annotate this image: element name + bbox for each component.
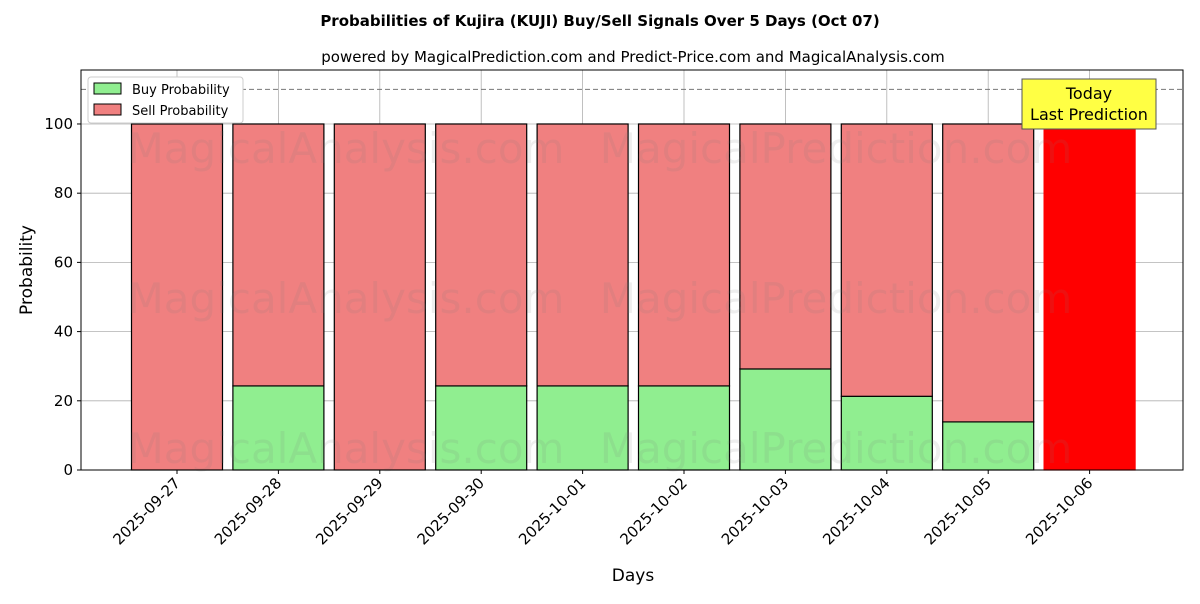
y-axis-label: Probability <box>17 225 37 315</box>
watermark: MagicalPrediction.com <box>600 424 1073 473</box>
watermark: MagicalAnalysis.com <box>128 274 565 323</box>
buy-bar <box>435 385 528 471</box>
x-tick-label: 2025-10-03 <box>718 474 792 548</box>
annotation-today: Today <box>1065 84 1112 103</box>
watermark: MagicalAnalysis.com <box>128 124 565 173</box>
chart-title: Probabilities of Kujira (KUJI) Buy/Sell … <box>320 12 879 30</box>
x-tick-label: 2025-10-05 <box>921 474 995 548</box>
y-tick-label: 100 <box>44 115 73 133</box>
x-tick-label: 2025-10-06 <box>1022 474 1096 548</box>
sell-bar <box>435 123 528 387</box>
y-tick-label: 40 <box>54 323 73 341</box>
sell-bar <box>536 123 629 387</box>
sell-bar <box>130 123 224 471</box>
legend-label-buy: Buy Probability <box>132 83 230 98</box>
y-tick-label: 60 <box>54 253 73 271</box>
sell-bar <box>840 123 933 397</box>
legend-label-sell: Sell Probability <box>132 104 229 119</box>
watermark: MagicalAnalysis.com <box>128 424 565 473</box>
x-tick-label: 2025-10-01 <box>515 474 589 548</box>
x-tick-label: 2025-10-02 <box>616 474 690 548</box>
sell-bar <box>942 123 1035 423</box>
buy-bar <box>840 395 933 471</box>
sell-bar-today <box>1043 123 1136 471</box>
x-tick-label: 2025-09-27 <box>109 474 183 548</box>
legend: Buy Probability Sell Probability <box>87 76 244 124</box>
y-tick-label: 20 <box>54 392 73 410</box>
buy-bar <box>637 385 731 471</box>
buy-bar <box>942 421 1035 471</box>
x-tick-label: 2025-09-28 <box>211 474 285 548</box>
annotation-last-prediction: Last Prediction <box>1030 105 1148 124</box>
x-tick-label: 2025-09-29 <box>312 474 386 548</box>
buy-bar <box>739 368 832 471</box>
legend-swatch-buy <box>93 82 122 95</box>
watermark: MagicalPrediction.com <box>600 274 1073 323</box>
y-tick-label: 0 <box>63 461 73 479</box>
chart-subtitle: powered by MagicalPrediction.com and Pre… <box>321 48 945 66</box>
x-axis-label: Days <box>612 566 655 586</box>
watermark: MagicalPrediction.com <box>600 124 1073 173</box>
sell-bar <box>232 123 325 387</box>
legend-swatch-sell <box>93 103 122 116</box>
sell-bar <box>637 123 731 387</box>
today-annotation: Today Last Prediction <box>1021 78 1157 130</box>
sell-bar <box>333 123 426 471</box>
sell-bar <box>739 123 832 370</box>
plot-frame <box>80 69 1184 471</box>
x-tick-label: 2025-10-04 <box>819 474 893 548</box>
x-tick-label: 2025-09-30 <box>414 474 488 548</box>
y-tick-label: 80 <box>54 184 73 202</box>
